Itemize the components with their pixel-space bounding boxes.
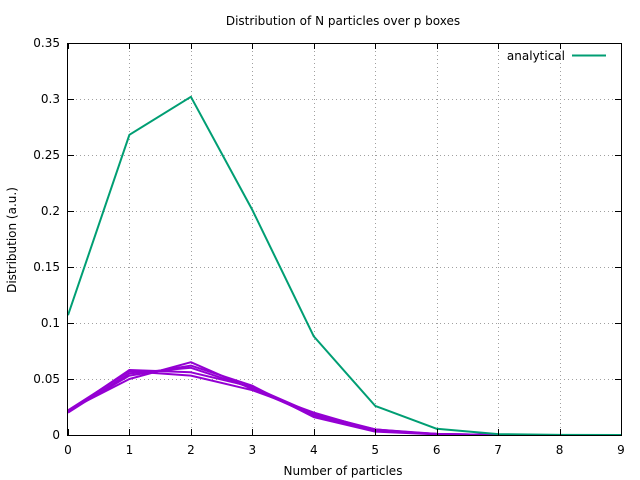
legend-label: analytical (507, 49, 565, 63)
plot-frame (67, 43, 622, 436)
series-line-analytical (67, 95, 622, 436)
y-axis-label: Distribution (a.u.) (5, 187, 19, 293)
y-tick-label: 0.05 (33, 372, 60, 386)
y-tick-label: 0.2 (41, 204, 60, 218)
x-tick-label: 8 (556, 443, 564, 457)
series-line-simulated-4 (67, 370, 621, 436)
x-axis-label: Number of particles (284, 464, 403, 478)
x-tick-label: 5 (371, 443, 379, 457)
x-tick-label: 7 (494, 443, 502, 457)
y-tick-label: 0.3 (41, 92, 60, 106)
chart-title: Distribution of N particles over p boxes (226, 14, 460, 28)
grid (68, 43, 621, 435)
x-tick-label: 3 (249, 443, 257, 457)
x-tick-label: 9 (617, 443, 625, 457)
axis-ticks: 0 1 2 3 4 5 6 7 8 9 0 0.05 0.1 0.15 0.2 0.25 0.3 0.35 (33, 36, 625, 457)
x-tick-label: 4 (310, 443, 318, 457)
y-tick-label: 0.35 (33, 36, 60, 50)
series-line-simulated-5 (67, 364, 621, 436)
y-tick-label: 0 (52, 428, 60, 442)
series-group (67, 95, 622, 436)
x-tick-label: 1 (126, 443, 134, 457)
y-tick-label: 0.25 (33, 148, 60, 162)
x-tick-label: 2 (187, 443, 195, 457)
x-tick-label: 6 (433, 443, 441, 457)
x-tick-label: 0 (64, 443, 72, 457)
y-tick-label: 0.1 (41, 316, 60, 330)
y-tick-label: 0.15 (33, 260, 60, 274)
legend: analytical (507, 49, 606, 63)
